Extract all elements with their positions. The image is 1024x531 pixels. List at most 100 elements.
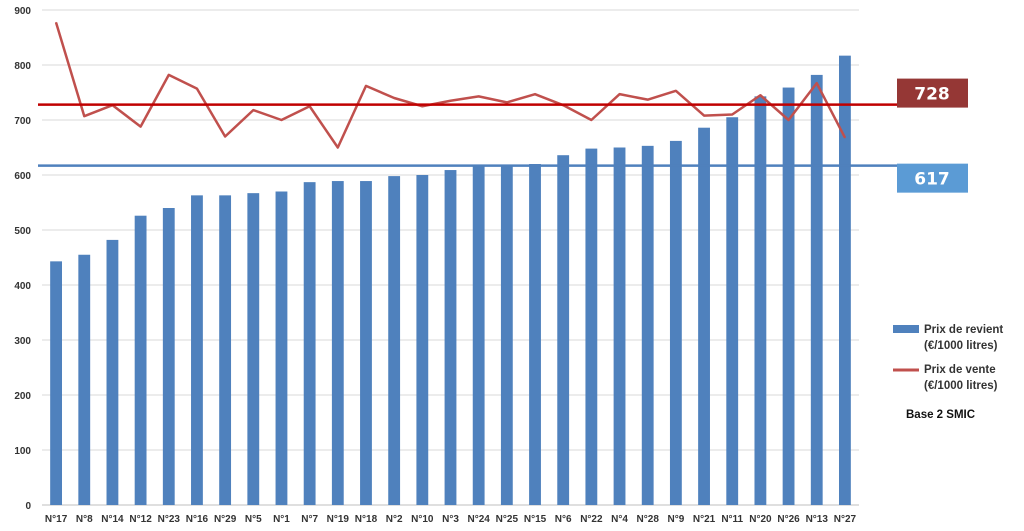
line-point [83, 115, 86, 117]
x-tick-label: N°9 [667, 514, 684, 525]
x-tick-label: N°18 [355, 514, 378, 525]
line-point [365, 85, 367, 87]
bar [219, 195, 232, 505]
x-tick-label: N°13 [806, 514, 829, 525]
x-axis-tick-labels: N°17 N°8 N°14 N°12 N°23 N°16 N°29 N°5 N°1 N°7 N°19… [45, 514, 857, 525]
legend-label-prix-de-vente-line1: Prix de vente [924, 364, 996, 376]
x-tick-label: N°19 [327, 514, 350, 525]
line-point [337, 146, 339, 149]
bar [388, 176, 401, 505]
bar [275, 191, 288, 505]
legend-label-prix-de-revient-line1: Prix de revient [924, 324, 1003, 336]
line-point [759, 94, 762, 97]
bar [360, 181, 372, 506]
line-point [477, 95, 480, 98]
x-tick-label: N°25 [496, 514, 519, 525]
line-point [646, 98, 649, 101]
y-tick-label: 200 [14, 391, 31, 402]
bar [50, 261, 63, 505]
x-tick-label: N°14 [101, 514, 124, 525]
line-point [815, 82, 818, 84]
x-tick-label: N°15 [524, 514, 547, 525]
x-tick-label: N°4 [611, 514, 628, 525]
line-point [787, 119, 790, 121]
bar [247, 193, 260, 505]
bar [106, 239, 119, 505]
x-tick-label: N°22 [580, 514, 603, 525]
bar [472, 165, 485, 505]
reference-value-label: 728 [914, 85, 950, 105]
x-tick-label: N°26 [777, 514, 800, 525]
bar [303, 182, 316, 505]
x-tick-label: N°5 [245, 514, 262, 525]
line-point [675, 90, 677, 92]
line-point [167, 74, 170, 76]
x-tick-label: N°1 [273, 514, 290, 525]
x-tick-label: N°20 [749, 514, 772, 525]
line-point [196, 87, 198, 90]
bar [585, 148, 598, 505]
bar [529, 164, 541, 505]
reference-value-label: 617 [914, 170, 950, 190]
y-tick-label: 400 [14, 281, 31, 292]
y-tick-label: 600 [14, 171, 31, 182]
x-tick-label: N°28 [637, 514, 660, 525]
bar [838, 55, 851, 506]
line-series-prix-de-vente [54, 21, 847, 149]
legend-swatch-prix-de-revient [893, 325, 919, 333]
bar [191, 195, 203, 505]
line-point [393, 97, 395, 99]
line-point [506, 101, 508, 104]
bar [669, 140, 682, 505]
legend-label-prix-de-vente-line2: (€/1000 litres) [924, 380, 998, 392]
bar [416, 175, 429, 505]
bar [162, 208, 175, 505]
bar [754, 96, 767, 505]
x-tick-label: N°7 [301, 514, 318, 525]
reference-value-box [897, 78, 968, 108]
x-tick-label: N°10 [411, 514, 434, 525]
line-point [534, 93, 536, 95]
bar [613, 147, 626, 505]
y-tick-label: 100 [14, 446, 31, 457]
bar [810, 74, 823, 506]
bar [726, 117, 739, 505]
line-point [731, 113, 734, 116]
x-tick-label: N°23 [158, 514, 181, 525]
x-tick-label: N°17 [45, 514, 68, 525]
bar [78, 254, 91, 505]
legend: Prix de revient (€/1000 litres) Prix de … [893, 324, 1003, 392]
x-tick-label: N°8 [76, 514, 93, 525]
line-point [139, 125, 142, 128]
y-tick-label: 700 [14, 116, 31, 127]
x-tick-label: N°21 [693, 514, 716, 525]
reference-value-box [897, 163, 968, 193]
bar [331, 181, 344, 506]
x-tick-label: N°24 [468, 514, 491, 525]
x-tick-label: N°3 [442, 514, 459, 525]
bar [500, 165, 513, 505]
bar-series-prix-de-revient [50, 55, 851, 506]
y-tick-label: 500 [14, 226, 31, 237]
x-tick-label: N°2 [386, 514, 403, 525]
bar [444, 170, 457, 506]
bar [698, 127, 710, 505]
bar [557, 155, 570, 505]
x-tick-label: N°16 [186, 514, 209, 525]
x-tick-label: N°29 [214, 514, 237, 525]
y-tick-label: 300 [14, 336, 31, 347]
x-tick-label: N°6 [555, 514, 572, 525]
line-point [55, 21, 57, 24]
x-tick-label: N°12 [129, 514, 152, 525]
line-point [280, 119, 283, 121]
line-point [252, 109, 255, 111]
line-point [844, 136, 846, 139]
y-tick-label: 0 [25, 501, 31, 512]
y-axis-tick-labels: 0 100 200 300 400 500 600 700 800 900 [14, 6, 31, 512]
legend-label-prix-de-revient-line2: (€/1000 litres) [924, 340, 998, 352]
line-point [590, 119, 593, 121]
line-point [224, 135, 226, 138]
line-point [449, 99, 452, 102]
line-point [703, 114, 705, 117]
line-point [618, 93, 621, 95]
